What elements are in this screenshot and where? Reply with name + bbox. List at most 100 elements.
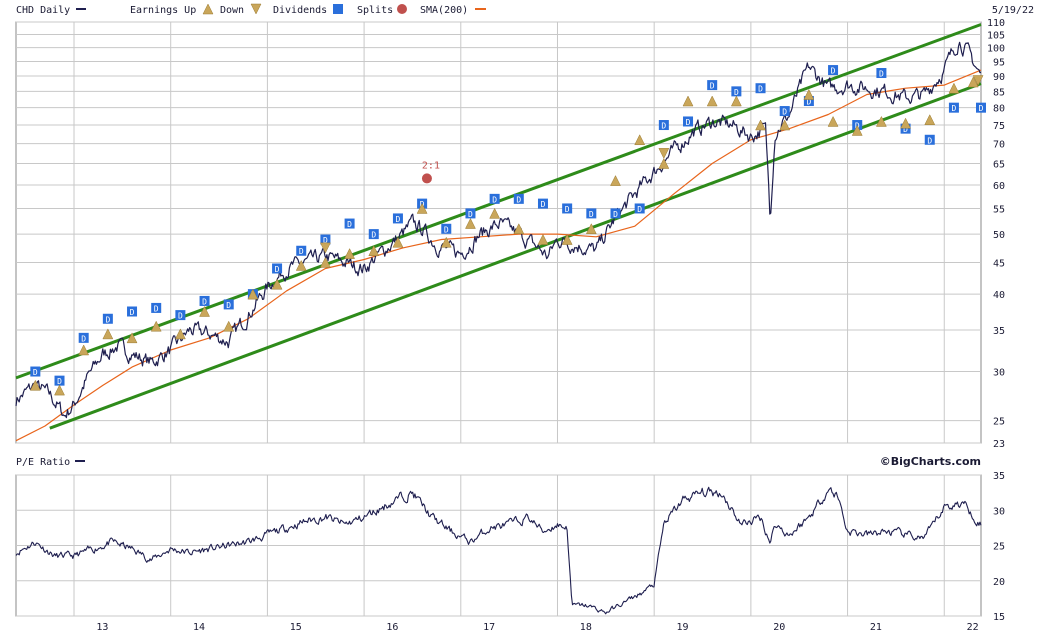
down-label: Down xyxy=(220,5,244,16)
dividend-marker-glyph: D xyxy=(613,210,618,219)
earnings-up-marker xyxy=(827,115,839,127)
dividend-marker-glyph: D xyxy=(130,308,135,317)
price-y-tick-label: 70 xyxy=(993,140,1005,151)
earnings-up-marker xyxy=(174,328,186,340)
dividend-marker-glyph: D xyxy=(734,88,739,97)
x-tick-label: 13 xyxy=(96,622,108,633)
x-tick-label: 18 xyxy=(580,622,592,633)
split-icon xyxy=(397,4,407,14)
dividend-marker-glyph: D xyxy=(275,265,280,274)
dividend-marker xyxy=(489,193,500,204)
brand-label: ©BigCharts.com xyxy=(880,455,981,468)
x-tick-label: 16 xyxy=(386,622,398,633)
channel-lower-line xyxy=(49,82,982,430)
price-y-tick-label: 105 xyxy=(987,31,1005,42)
dividend-marker xyxy=(223,299,234,310)
dividend-marker-glyph: D xyxy=(396,215,401,224)
dividend-marker xyxy=(465,208,476,219)
dividend-marker xyxy=(610,208,621,219)
earnings-up-marker xyxy=(585,223,597,235)
earnings-up-marker xyxy=(755,119,766,131)
price-legend-swatch xyxy=(76,8,86,10)
dividend-marker-glyph: D xyxy=(710,82,715,91)
earnings-up-marker xyxy=(416,202,428,214)
price-y-tick-label: 23 xyxy=(993,439,1005,450)
dividend-marker-glyph: D xyxy=(202,297,207,306)
pe-label: P/E Ratio xyxy=(16,457,70,468)
dividend-marker xyxy=(828,65,839,76)
dividend-marker-glyph: D xyxy=(516,195,521,204)
dividend-marker xyxy=(344,218,355,229)
symbol-label: CHD Daily xyxy=(16,5,70,16)
dividend-marker-glyph: D xyxy=(468,210,473,219)
price-y-tick-label: 25 xyxy=(993,417,1005,428)
x-axis: 13 14 15 16 17 18 19 20 21 22 xyxy=(96,622,978,633)
dividend-marker xyxy=(634,203,645,214)
dividend-marker-glyph: D xyxy=(33,368,38,377)
pe-y-tick-label: 20 xyxy=(993,577,1005,588)
dividend-marker xyxy=(562,203,573,214)
pe-y-tick-label: 35 xyxy=(993,471,1005,482)
dividend-marker-glyph: D xyxy=(81,334,86,343)
earnings-up-marker xyxy=(876,115,887,127)
earnings-up-marker xyxy=(610,175,621,186)
earnings-up-marker xyxy=(126,332,138,344)
earnings-up-marker xyxy=(561,233,573,245)
dividend-marker xyxy=(392,213,403,224)
split-ratio-label: 2:1 xyxy=(422,160,440,171)
dividend-marker xyxy=(78,332,89,343)
dividend-marker xyxy=(199,295,210,306)
earnings-down-marker xyxy=(972,75,984,87)
earnings-up-marker xyxy=(851,124,863,136)
earnings-up-marker xyxy=(368,245,380,256)
x-tick-label: 14 xyxy=(193,622,205,633)
sma-label: SMA(200) xyxy=(420,5,468,16)
dividend-marker-glyph: D xyxy=(444,225,449,234)
price-y-tick-label: 110 xyxy=(987,18,1005,29)
dividend-marker-glyph: D xyxy=(879,70,884,79)
dividend-marker xyxy=(803,96,814,107)
pe-ratio-line xyxy=(15,486,982,615)
dividend-marker xyxy=(755,83,766,94)
earnings-up-label: Earnings Up xyxy=(130,5,196,16)
earnings-up-marker xyxy=(150,320,162,332)
price-y-tick-label: 65 xyxy=(993,160,1005,171)
price-y-tick-label: 50 xyxy=(993,230,1005,241)
earnings-up-marker xyxy=(948,82,960,94)
price-y-tick-label: 75 xyxy=(993,121,1005,132)
dividend-marker-glyph: D xyxy=(154,304,159,313)
earnings-down-icon xyxy=(250,3,262,15)
earnings-up-marker xyxy=(247,288,259,300)
dividend-marker xyxy=(658,120,669,131)
dividend-marker-glyph: D xyxy=(347,220,352,229)
price-y-tick-label: 100 xyxy=(987,44,1005,55)
earnings-up-marker xyxy=(489,207,501,219)
split-marker xyxy=(421,173,432,184)
pe-y-axis: 15 20 25 30 35 xyxy=(993,471,1005,623)
price-series-layer xyxy=(15,23,982,442)
dividend-marker xyxy=(779,106,790,117)
earnings-up-marker xyxy=(730,95,742,107)
earnings-up-marker xyxy=(634,134,646,146)
dividend-marker-glyph: D xyxy=(903,125,908,134)
earnings-up-marker xyxy=(29,379,41,391)
sma-legend-swatch xyxy=(475,8,486,10)
earnings-up-marker xyxy=(392,236,404,248)
dividend-marker-glyph: D xyxy=(589,210,594,219)
price-y-tick-label: 45 xyxy=(993,258,1005,269)
dividend-marker-glyph: D xyxy=(565,205,570,214)
pe-panel: 15 20 25 30 35 xyxy=(15,471,1005,623)
earnings-up-marker xyxy=(199,305,210,317)
earnings-up-marker xyxy=(706,95,718,107)
x-tick-label: 17 xyxy=(483,622,495,633)
dividend-marker xyxy=(54,375,65,386)
dividend-marker xyxy=(368,229,379,240)
dividend-marker xyxy=(320,234,331,245)
dividend-marker xyxy=(30,366,41,377)
dividend-marker-glyph: D xyxy=(831,67,836,76)
dividend-marker-glyph: D xyxy=(927,136,932,145)
dividend-marker-glyph: D xyxy=(758,85,763,94)
price-y-tick-label: 95 xyxy=(993,57,1005,68)
pe-y-tick-label: 15 xyxy=(993,612,1005,623)
